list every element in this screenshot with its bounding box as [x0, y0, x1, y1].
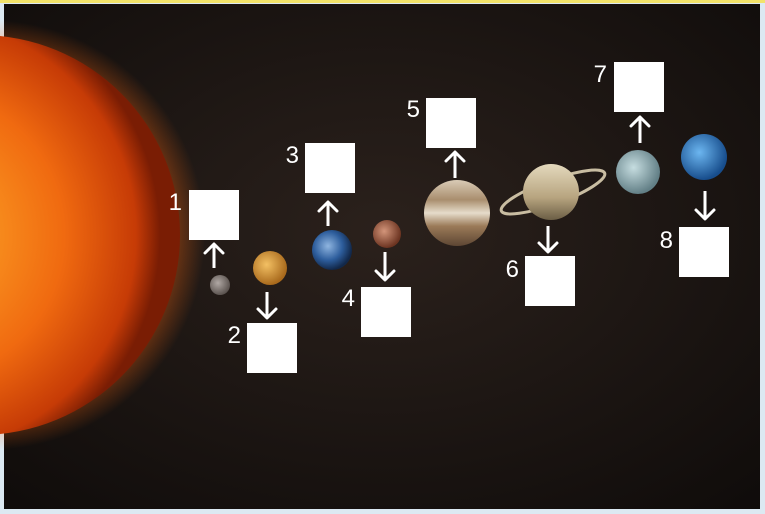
box-number: 8 [660, 227, 673, 254]
box-number: 7 [594, 61, 607, 88]
answer-box[interactable] [426, 98, 476, 148]
answer-box[interactable] [189, 190, 239, 240]
box-number: 4 [342, 285, 355, 312]
box-number: 6 [506, 256, 519, 283]
box-number: 5 [407, 96, 420, 123]
top-border [0, 0, 765, 3]
answer-box[interactable] [305, 143, 355, 193]
jupiter [424, 180, 490, 246]
earth [312, 230, 352, 270]
venus [253, 251, 287, 285]
mercury [210, 275, 230, 295]
box-number: 2 [228, 322, 241, 349]
answer-box[interactable] [247, 323, 297, 373]
uranus [616, 150, 660, 194]
answer-box[interactable] [361, 287, 411, 337]
mars [373, 220, 401, 248]
box-number: 3 [286, 142, 299, 169]
box-number: 1 [169, 189, 182, 216]
solar-system-diagram: 1 2 3 4 5 6 7 8 [0, 0, 765, 514]
page: 12345678 (() => { const data = JSON.pars… [0, 0, 765, 514]
answer-box[interactable] [614, 62, 664, 112]
neptune [681, 134, 727, 180]
answer-box[interactable] [525, 256, 575, 306]
saturn [523, 164, 579, 220]
answer-box[interactable] [679, 227, 729, 277]
